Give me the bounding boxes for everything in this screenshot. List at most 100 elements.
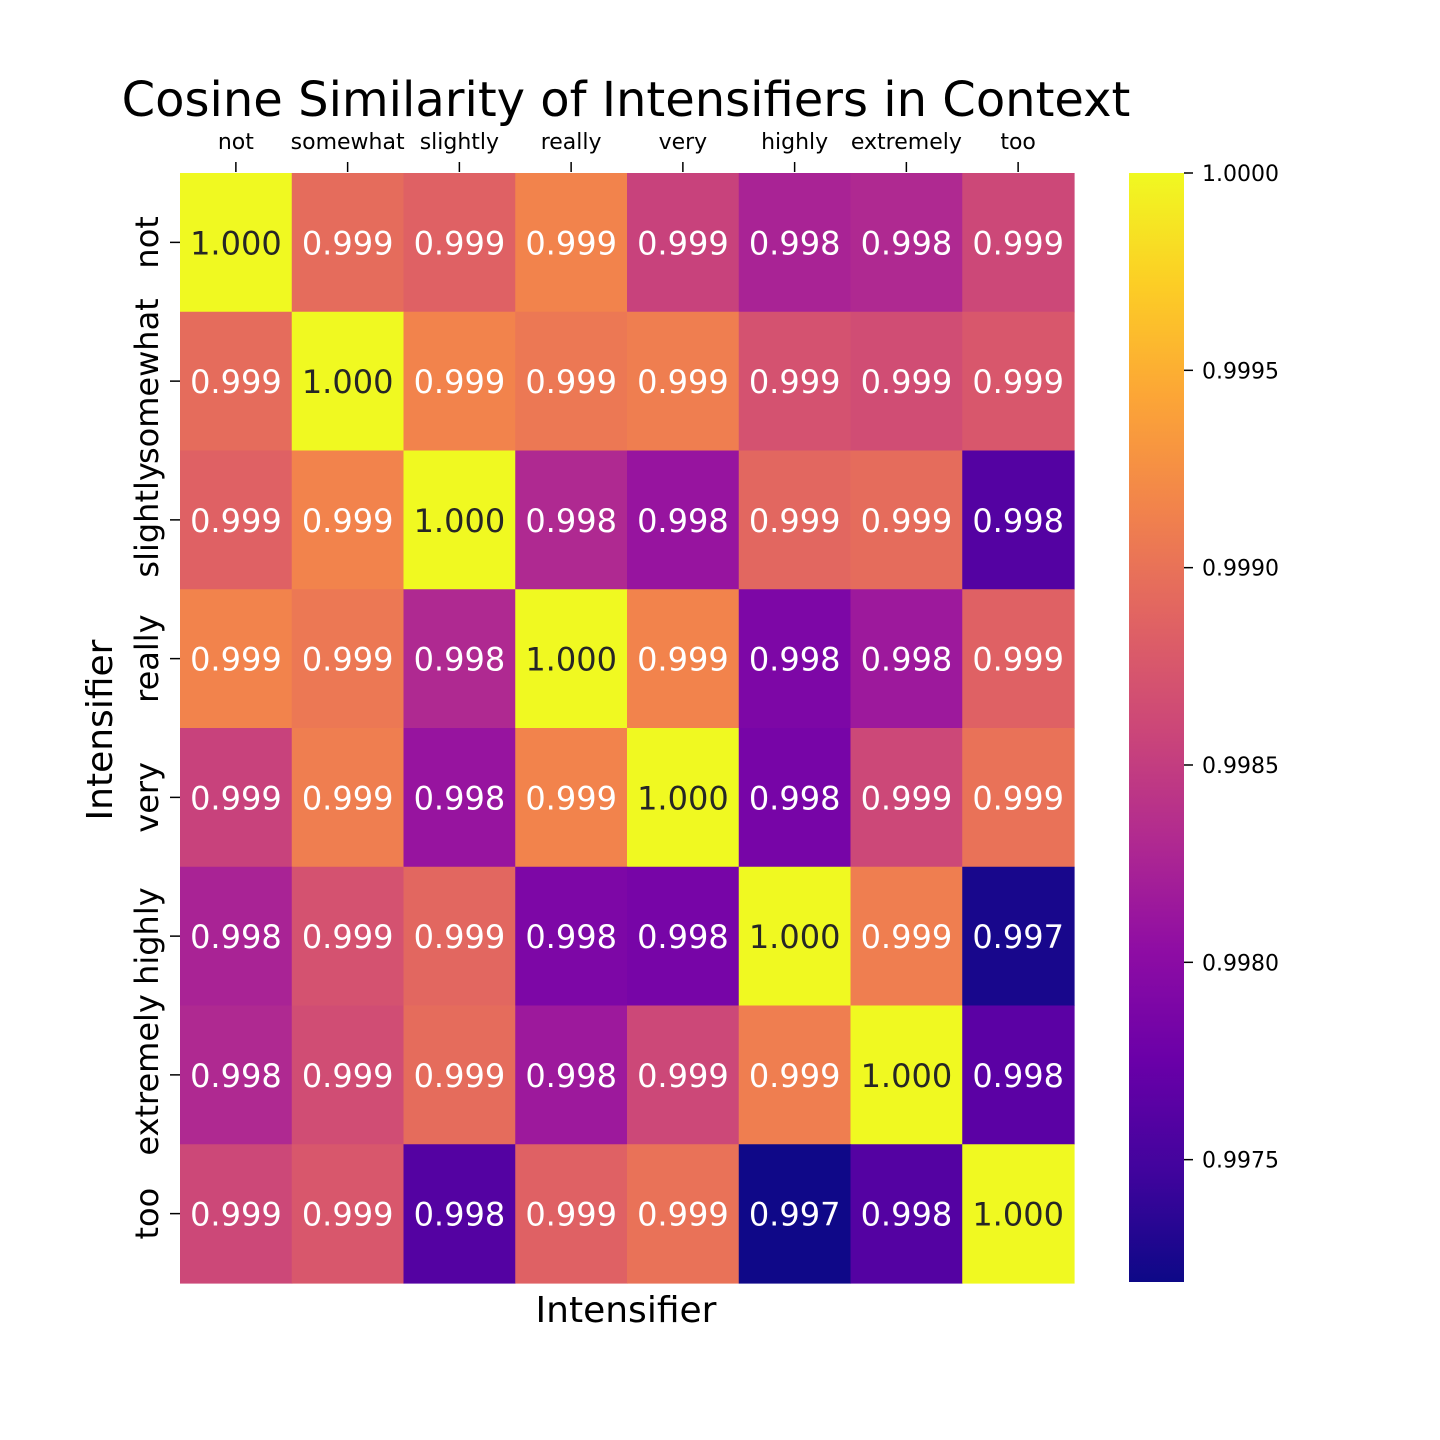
heatmap-cell [962,866,1075,1007]
cell-value-label: 0.999 [414,1057,506,1095]
y-tick-label: slightly [128,462,166,577]
y-tick-label: really [128,614,166,702]
cell-value-label: 0.999 [749,1057,841,1095]
heatmap-cell [403,173,516,313]
y-tick-label: not [128,216,166,268]
heatmap-cell [291,450,405,590]
heatmap-cell [627,173,740,313]
cell-value-label: 0.999 [525,363,617,401]
heatmap-cell [291,1005,405,1145]
cell-value-label: 0.999 [414,918,506,956]
cell-value-label: 0.999 [637,363,729,401]
heatmap-cell [627,1005,740,1145]
heatmap-cell [738,1005,852,1145]
cell-value-label: 0.999 [861,918,953,956]
heatmap-cell [403,450,516,590]
y-tick-label: extremely [128,994,166,1155]
heatmap-cell [850,866,963,1007]
heatmap-cell [738,1144,852,1284]
colorbar-tick-label: 0.9995 [1202,359,1279,384]
heatmap-cell [515,1005,628,1145]
heatmap-cell [180,1144,293,1284]
cell-value-label: 1.000 [302,363,394,401]
heatmap-cell [962,173,1075,313]
heatmap-cell [962,1005,1075,1145]
colorbar-tick-label: 0.9975 [1202,1149,1279,1174]
heatmap-cell [738,728,852,868]
x-tick-label: not [218,130,254,155]
colorbar-gradient [1129,173,1184,1282]
heatmap-cell [403,589,516,729]
cell-value-label: 0.998 [525,918,617,956]
heatmap-cell [850,311,963,452]
heatmap-cell-labels: 1.000 0.999 0.999 0.999 0.999 0.998 0.998 0.999… [190,224,1064,1233]
x-tick-label: very [659,130,708,155]
x-axis-ticks: not somewhat slightly really very highly extre… [218,130,1036,172]
cell-value-label: 0.999 [861,502,953,540]
cell-value-label: 0.998 [525,502,617,540]
heatmap-cell [850,1005,963,1145]
cell-value-label: 0.999 [302,1057,394,1095]
cell-value-label: 0.998 [637,918,729,956]
heatmap-cell [627,311,740,452]
cell-value-label: 0.998 [749,224,841,262]
heatmap-cell [180,450,293,590]
heatmap-cell [180,311,293,452]
cell-value-label: 0.999 [525,1196,617,1234]
cell-value-label: 0.998 [414,1196,506,1234]
colorbar: 1.0000 0.9995 0.9990 0.9985 0.9980 0.9975 [1129,162,1279,1282]
cell-value-label: 0.999 [190,502,282,540]
cell-value-label: 0.998 [190,918,282,956]
chart-title: Cosine Similarity of Intensifiers in Con… [122,72,1131,128]
cell-value-label: 0.997 [972,918,1064,956]
cell-value-label: 0.999 [190,1196,282,1234]
heatmap-cell [738,450,852,590]
heatmap-cell [403,1005,516,1145]
cell-value-label: 0.998 [861,224,953,262]
colorbar-tick-label: 0.9980 [1202,951,1279,976]
heatmap-cell [962,728,1075,868]
cell-value-label: 0.999 [637,641,729,679]
cell-value-label: 0.999 [302,224,394,262]
heatmap-cell [515,173,628,313]
heatmap-cell [515,728,628,868]
cell-value-label: 0.999 [637,1196,729,1234]
cell-value-label: 0.997 [749,1196,841,1234]
colorbar-tick-label: 0.9990 [1202,557,1279,582]
heatmap-cell [850,589,963,729]
heatmap-cell [291,728,405,868]
heatmap-cell [180,589,293,729]
cell-value-label: 0.999 [302,779,394,817]
heatmap-cell [627,728,740,868]
heatmap-cell [291,311,405,452]
heatmap-cell [515,1144,628,1284]
colorbar-tick-label: 0.9985 [1202,754,1279,779]
heatmap-cell [627,1144,740,1284]
cell-value-label: 0.998 [972,1057,1064,1095]
cell-value-label: 0.998 [749,641,841,679]
heatmap-cell [962,1144,1075,1284]
cell-value-label: 0.999 [302,918,394,956]
heatmap-cell [850,728,963,868]
cell-value-label: 1.000 [414,502,506,540]
heatmap-cell [403,866,516,1007]
cell-value-label: 1.000 [749,918,841,956]
x-tick-label: slightly [420,130,499,155]
heatmap-cell [962,589,1075,729]
heatmap-cell [738,311,852,452]
y-tick-label: very [128,762,166,833]
x-tick-label: really [541,130,602,155]
heatmap-cell [850,450,963,590]
heatmap-cell [403,1144,516,1284]
heatmap-cell [291,1144,405,1284]
heatmap-cell [291,173,405,313]
cell-value-label: 0.998 [190,1057,282,1095]
cell-value-label: 0.998 [414,779,506,817]
heatmap-cell [738,173,852,313]
heatmap-cell [515,589,628,729]
cell-value-label: 0.999 [749,363,841,401]
x-tick-label: extremely [851,130,962,155]
cell-value-label: 1.000 [972,1196,1064,1234]
heatmap-cell [850,1144,963,1284]
